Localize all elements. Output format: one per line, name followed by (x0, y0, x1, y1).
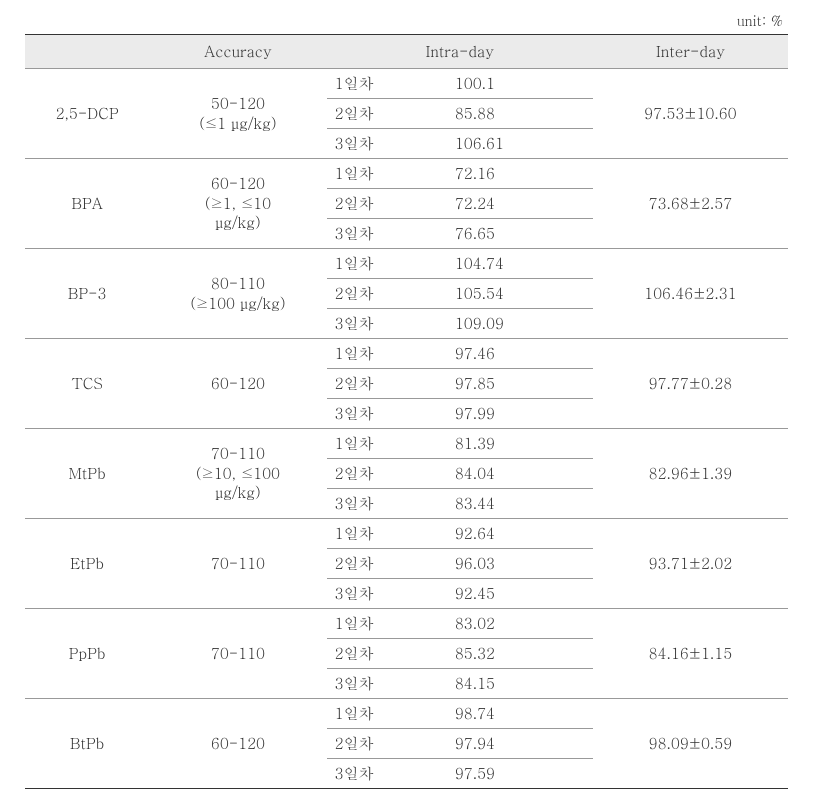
accuracy-table: Accuracy Intra-day Inter-day 2,5-DCP50-1… (25, 34, 788, 789)
accuracy-cell: 60-120(≥1, ≤10μg/kg) (149, 159, 326, 249)
day-cell: 1일차 (327, 339, 451, 369)
table-row: TCS60-1201일차97.4697.77±0.28 (25, 339, 788, 369)
header-accuracy: Accuracy (149, 35, 326, 69)
value-cell: 85.88 (451, 99, 593, 129)
day-cell: 1일차 (327, 519, 451, 549)
day-cell: 3일차 (327, 759, 451, 789)
table-header-row: Accuracy Intra-day Inter-day (25, 35, 788, 69)
day-cell: 2일차 (327, 369, 451, 399)
inter-cell: 84.16±1.15 (593, 609, 788, 699)
header-intraday: Intra-day (327, 35, 593, 69)
accuracy-cell: 60-120 (149, 339, 326, 429)
table-row: BP-380-110(≥100 μg/kg)1일차104.74106.46±2.… (25, 249, 788, 279)
value-cell: 106.61 (451, 129, 593, 159)
day-cell: 1일차 (327, 699, 451, 729)
day-cell: 2일차 (327, 279, 451, 309)
inter-cell: 97.53±10.60 (593, 69, 788, 159)
value-cell: 72.16 (451, 159, 593, 189)
day-cell: 2일차 (327, 729, 451, 759)
day-cell: 1일차 (327, 69, 451, 99)
day-cell: 3일차 (327, 219, 451, 249)
value-cell: 97.59 (451, 759, 593, 789)
accuracy-cell: 70-110 (149, 609, 326, 699)
value-cell: 97.99 (451, 399, 593, 429)
inter-cell: 82.96±1.39 (593, 429, 788, 519)
day-cell: 2일차 (327, 549, 451, 579)
table-row: BPA60-120(≥1, ≤10μg/kg)1일차72.1673.68±2.5… (25, 159, 788, 189)
day-cell: 1일차 (327, 609, 451, 639)
day-cell: 1일차 (327, 429, 451, 459)
value-cell: 76.65 (451, 219, 593, 249)
unit-label: unit: % (25, 10, 788, 30)
compound-cell: TCS (25, 339, 149, 429)
value-cell: 105.54 (451, 279, 593, 309)
compound-cell: MtPb (25, 429, 149, 519)
day-cell: 3일차 (327, 309, 451, 339)
inter-cell: 93.71±2.02 (593, 519, 788, 609)
value-cell: 83.02 (451, 609, 593, 639)
value-cell: 97.94 (451, 729, 593, 759)
table-row: 2,5-DCP50-120(≤1 μg/kg)1일차100.197.53±10.… (25, 69, 788, 99)
compound-cell: BP-3 (25, 249, 149, 339)
day-cell: 3일차 (327, 669, 451, 699)
accuracy-cell: 50-120(≤1 μg/kg) (149, 69, 326, 159)
value-cell: 92.64 (451, 519, 593, 549)
inter-cell: 106.46±2.31 (593, 249, 788, 339)
accuracy-cell: 70-110(≥10, ≤100μg/kg) (149, 429, 326, 519)
value-cell: 81.39 (451, 429, 593, 459)
day-cell: 2일차 (327, 639, 451, 669)
value-cell: 104.74 (451, 249, 593, 279)
value-cell: 96.03 (451, 549, 593, 579)
value-cell: 92.45 (451, 579, 593, 609)
value-cell: 97.46 (451, 339, 593, 369)
day-cell: 3일차 (327, 489, 451, 519)
inter-cell: 73.68±2.57 (593, 159, 788, 249)
value-cell: 97.85 (451, 369, 593, 399)
value-cell: 98.74 (451, 699, 593, 729)
day-cell: 1일차 (327, 159, 451, 189)
day-cell: 1일차 (327, 249, 451, 279)
day-cell: 2일차 (327, 459, 451, 489)
day-cell: 2일차 (327, 99, 451, 129)
day-cell: 2일차 (327, 189, 451, 219)
table-row: PpPb70-1101일차83.0284.16±1.15 (25, 609, 788, 639)
compound-cell: PpPb (25, 609, 149, 699)
accuracy-cell: 80-110(≥100 μg/kg) (149, 249, 326, 339)
header-blank (25, 35, 149, 69)
table-row: EtPb70-1101일차92.6493.71±2.02 (25, 519, 788, 549)
compound-cell: BPA (25, 159, 149, 249)
value-cell: 84.04 (451, 459, 593, 489)
day-cell: 3일차 (327, 129, 451, 159)
value-cell: 109.09 (451, 309, 593, 339)
compound-cell: BtPb (25, 699, 149, 789)
compound-cell: EtPb (25, 519, 149, 609)
inter-cell: 98.09±0.59 (593, 699, 788, 789)
inter-cell: 97.77±0.28 (593, 339, 788, 429)
value-cell: 84.15 (451, 669, 593, 699)
accuracy-cell: 60-120 (149, 699, 326, 789)
table-row: BtPb60-1201일차98.7498.09±0.59 (25, 699, 788, 729)
compound-cell: 2,5-DCP (25, 69, 149, 159)
value-cell: 83.44 (451, 489, 593, 519)
header-interday: Inter-day (593, 35, 788, 69)
table-row: MtPb70-110(≥10, ≤100μg/kg)1일차81.3982.96±… (25, 429, 788, 459)
accuracy-cell: 70-110 (149, 519, 326, 609)
day-cell: 3일차 (327, 579, 451, 609)
value-cell: 100.1 (451, 69, 593, 99)
day-cell: 3일차 (327, 399, 451, 429)
value-cell: 72.24 (451, 189, 593, 219)
value-cell: 85.32 (451, 639, 593, 669)
